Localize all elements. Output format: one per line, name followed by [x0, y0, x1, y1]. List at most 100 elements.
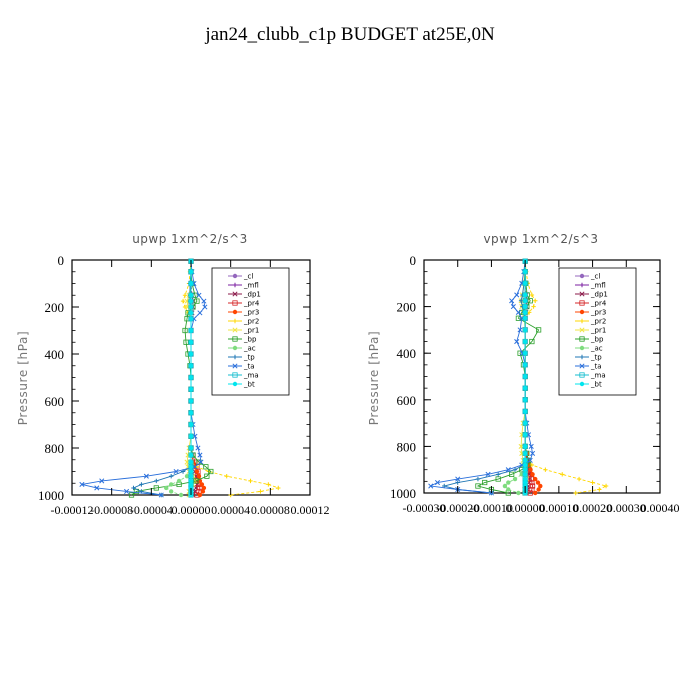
data-point — [201, 298, 207, 304]
legend-item: _ac — [228, 345, 256, 353]
data-point — [522, 292, 528, 298]
legend-item: _dp1 — [228, 291, 261, 299]
y-tick-label: 200 — [45, 300, 65, 315]
legend-marker — [232, 345, 238, 351]
legend-item: _ta — [228, 363, 255, 371]
legend-marker — [579, 345, 585, 351]
legend-label: _ta — [243, 363, 255, 371]
legend-marker — [579, 309, 585, 315]
legend-label: _dp1 — [243, 291, 261, 299]
data-point — [543, 467, 548, 472]
data-point — [522, 432, 528, 437]
data-point — [276, 485, 281, 491]
data-point — [529, 479, 535, 486]
legend-box — [211, 267, 290, 396]
legend-marker — [232, 336, 238, 342]
data-point — [522, 467, 528, 472]
data-point — [533, 298, 538, 303]
data-point — [455, 476, 461, 482]
y-tick-label: 800 — [397, 439, 417, 454]
series-tp — [131, 258, 194, 498]
x-tick-label: -0.00012 — [51, 503, 94, 517]
data-point — [266, 482, 271, 487]
data-point — [527, 490, 533, 496]
data-point — [196, 292, 202, 298]
data-point — [515, 315, 522, 321]
data-point — [529, 486, 535, 493]
data-point — [188, 478, 194, 484]
data-point — [495, 476, 501, 482]
series-layer — [428, 258, 609, 496]
legend-marker — [579, 282, 585, 288]
data-point — [131, 485, 136, 491]
data-point — [178, 492, 184, 498]
data-point — [512, 467, 518, 472]
data-point — [529, 483, 536, 489]
x-tick-label: -0.00004 — [130, 503, 173, 517]
data-point — [188, 482, 194, 487]
legend-marker — [232, 273, 238, 279]
data-point — [188, 434, 194, 439]
data-point — [182, 327, 188, 334]
data-point — [188, 452, 194, 458]
x-tick-label: -0.00010 — [470, 501, 513, 515]
legend-item: _ma — [575, 372, 606, 380]
x-tick-label: 0.00008 — [251, 503, 290, 517]
data-point — [188, 398, 194, 404]
panel-upwp: upwp 1xm^2/s^3 Pressure [hPa] 0 200 400 600… — [16, 232, 330, 517]
data-point — [188, 316, 194, 321]
legend-label: _pr4 — [243, 300, 260, 308]
data-point — [522, 281, 528, 286]
data-point — [258, 489, 263, 494]
legend-item: _bt — [228, 381, 255, 389]
legend: _cl_mfl_dp1_pr4_pr3_pr2_pr1_bp_ac_tp_ta_… — [558, 267, 637, 396]
data-point — [180, 298, 186, 304]
data-point — [164, 485, 169, 491]
data-point — [522, 476, 528, 482]
data-point — [482, 479, 488, 486]
data-point — [203, 464, 209, 470]
data-point — [597, 487, 602, 492]
data-point — [173, 468, 179, 475]
legend-marker — [232, 300, 238, 306]
legend-label: _cl — [590, 273, 600, 281]
data-point — [530, 472, 535, 477]
data-point — [188, 464, 194, 469]
y-tick-label: 1000 — [390, 486, 416, 501]
data-point — [188, 281, 194, 286]
data-point — [194, 469, 200, 474]
data-point — [79, 481, 85, 487]
legend-marker — [579, 291, 585, 297]
data-point — [538, 483, 543, 489]
legend-item: _ta — [575, 363, 602, 371]
data-point — [536, 487, 541, 492]
legend-box — [558, 267, 637, 396]
legend-item: _bt — [575, 381, 602, 389]
legend-item: _pr3 — [228, 309, 259, 317]
data-point — [154, 478, 159, 484]
legend-label: _ta — [590, 363, 602, 371]
data-point — [515, 309, 521, 315]
data-point — [533, 490, 538, 496]
legend-label: _pr2 — [243, 318, 259, 326]
legend-label: _mfl — [243, 282, 259, 290]
data-point — [188, 387, 194, 392]
panel-title: upwp 1xm^2/s^3 — [132, 232, 248, 246]
data-point — [510, 304, 516, 310]
data-point — [529, 292, 535, 298]
panel-vpwp: vpwp 1xm^2/s^3 Pressure [hPa] 0 200 400 600… — [367, 232, 680, 515]
x-tick-label: 0.00020 — [573, 501, 612, 515]
y-tick-label: 400 — [45, 347, 65, 362]
data-point — [529, 338, 535, 345]
legend-marker — [232, 282, 238, 288]
data-point — [522, 351, 528, 356]
series-ta — [428, 258, 536, 496]
x-tick-label: -0.00020 — [436, 501, 479, 515]
legend-label: _ac — [590, 345, 603, 353]
series-line — [81, 261, 206, 496]
data-point — [522, 304, 528, 309]
data-point — [188, 304, 194, 310]
data-point — [195, 445, 201, 451]
data-point — [522, 385, 528, 391]
data-point — [193, 478, 199, 484]
